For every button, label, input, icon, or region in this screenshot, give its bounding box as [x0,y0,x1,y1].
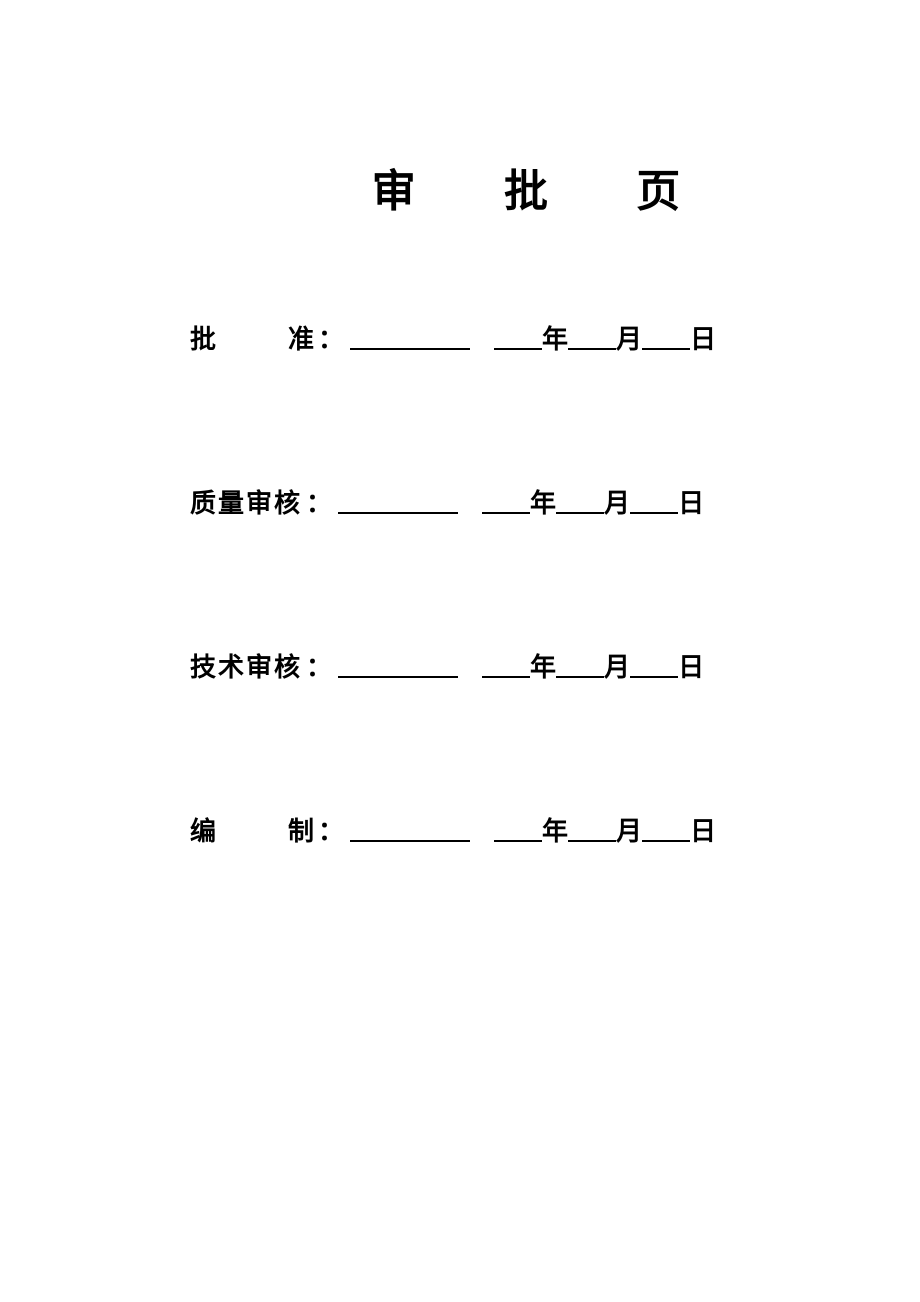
year-label: 年 [530,483,556,520]
year-line [482,488,530,514]
approval-row-4: 编制： 年 月 日 [190,811,800,848]
page-title: 审 批 页 [190,155,800,219]
month-line [556,488,604,514]
approval-row-3: 技术审核： 年 月 日 [190,647,800,684]
day-line [630,488,678,514]
day-line [642,816,690,842]
month-line [568,324,616,350]
day-label: 日 [678,483,704,520]
year-label: 年 [542,811,568,848]
month-label: 月 [604,647,630,684]
colon: ： [306,647,332,684]
colon: ： [318,811,344,848]
year-line [494,324,542,350]
approval-row-1: 批准： 年 月 日 [190,319,800,356]
day-line [642,324,690,350]
day-label: 日 [690,319,716,356]
year-label: 年 [542,319,568,356]
month-label: 月 [616,319,642,356]
day-line [630,652,678,678]
month-line [556,652,604,678]
month-line [568,816,616,842]
row-label: 技术审核 [190,647,302,684]
colon: ： [318,319,344,356]
approval-row-2: 质量审核： 年 月 日 [190,483,800,520]
signature-line [350,816,470,842]
signature-line [338,652,458,678]
signature-line [338,488,458,514]
approval-page: 审 批 页 批准：年月日 质量审核：年月日 技术审核：年月日 编制：年月日 [0,0,920,848]
day-label: 日 [678,647,704,684]
month-label: 月 [604,483,630,520]
day-label: 日 [690,811,716,848]
year-line [494,816,542,842]
year-line [482,652,530,678]
signature-line [350,324,470,350]
year-label: 年 [530,647,556,684]
row-label: 质量审核 [190,483,302,520]
row-label: 编制 [190,811,314,848]
row-label: 批准 [190,319,314,356]
colon: ： [306,483,332,520]
month-label: 月 [616,811,642,848]
